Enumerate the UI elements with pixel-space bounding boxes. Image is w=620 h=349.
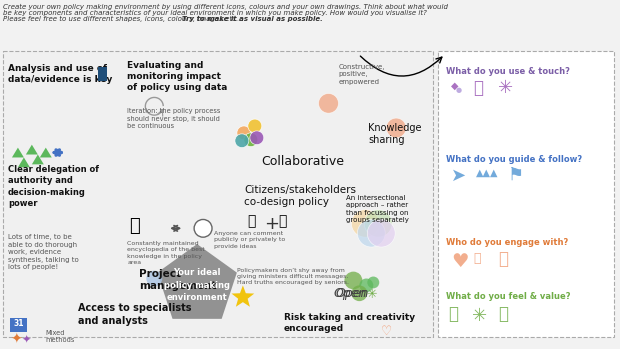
Circle shape — [244, 133, 258, 147]
Text: ✳: ✳ — [472, 307, 487, 325]
Text: Risk taking and creativity
encouraged: Risk taking and creativity encouraged — [284, 313, 415, 333]
Text: ✋: ✋ — [473, 79, 483, 97]
Text: ⚑: ⚑ — [508, 165, 524, 183]
Circle shape — [352, 285, 367, 301]
Text: Project
management: Project management — [140, 269, 217, 291]
Circle shape — [194, 220, 212, 237]
Text: What do you feel & value?: What do you feel & value? — [446, 292, 570, 301]
Text: Citizens/stakeholders
co-design policy: Citizens/stakeholders co-design policy — [244, 185, 356, 207]
Text: be key components and characteristics of your ideal environment in which you mak: be key components and characteristics of… — [3, 10, 427, 16]
Text: 👥: 👥 — [279, 215, 287, 229]
Text: 31: 31 — [13, 319, 24, 328]
Circle shape — [345, 272, 362, 289]
Text: Access to specialists
and analysts: Access to specialists and analysts — [78, 303, 191, 326]
Text: Please feel free to use different shapes, icons, colours, images etc…: Please feel free to use different shapes… — [3, 16, 247, 22]
Text: 👤: 👤 — [498, 250, 508, 268]
Text: ▲▲▲: ▲▲▲ — [476, 167, 498, 177]
Circle shape — [365, 210, 392, 237]
Text: Open: Open — [335, 287, 369, 300]
Text: Anyone can comment
publicly or privately to
provide ideas: Anyone can comment publicly or privately… — [214, 231, 285, 249]
Text: ✳: ✳ — [366, 288, 376, 301]
Bar — [97, 67, 107, 81]
Text: ✦: ✦ — [22, 335, 31, 344]
Polygon shape — [32, 155, 44, 164]
Circle shape — [357, 220, 385, 247]
Text: Policymakers don’t shy away from
giving ministers difficult messages.
Hard truth: Policymakers don’t shy away from giving … — [237, 268, 349, 285]
Text: Analysis and use of
data/evidence is key: Analysis and use of data/evidence is key — [8, 64, 112, 84]
Bar — [3, 51, 433, 336]
Bar — [10, 318, 27, 332]
Circle shape — [146, 270, 162, 287]
Polygon shape — [26, 145, 38, 155]
Text: Lots of time, to be
able to do thorough
work, evidence
synthesis, talking to
lot: Lots of time, to be able to do thorough … — [8, 234, 79, 270]
Text: Iteration: the policy process
should never stop, it should
be continuous: Iteration: the policy process should nev… — [128, 108, 221, 129]
Text: Evaluating and
monitoring impact
of policy using data: Evaluating and monitoring impact of poli… — [128, 61, 228, 92]
Text: ●: ● — [456, 87, 462, 92]
Text: Constantly maintained
encyclopedia of the best
knowledge in the policy
area: Constantly maintained encyclopedia of th… — [128, 241, 205, 265]
Text: Open: Open — [334, 287, 367, 300]
Text: An intersectional
approach – rather
than focussing on
groups separately: An intersectional approach – rather than… — [347, 195, 409, 223]
Text: +: + — [264, 215, 279, 232]
Text: Mixed
methods: Mixed methods — [46, 330, 75, 343]
Polygon shape — [12, 148, 24, 157]
Text: Collaborative: Collaborative — [261, 156, 344, 169]
Text: Your ideal
policy making
environment: Your ideal policy making environment — [164, 268, 230, 302]
Text: 📖: 📖 — [130, 216, 140, 235]
Circle shape — [352, 210, 379, 237]
Text: Knowledge
sharing: Knowledge sharing — [368, 123, 422, 146]
Circle shape — [367, 276, 379, 288]
Text: 🌿: 🌿 — [448, 305, 458, 323]
Circle shape — [235, 134, 249, 148]
Text: ♥: ♥ — [451, 252, 469, 271]
Text: What do you use & touch?: What do you use & touch? — [446, 67, 570, 76]
Text: ✦: ✦ — [10, 333, 22, 347]
Polygon shape — [18, 157, 30, 167]
Text: 🌲: 🌲 — [498, 305, 508, 323]
Text: 👥: 👥 — [247, 215, 255, 229]
Polygon shape — [157, 244, 237, 319]
Text: Try to make it as visual as possible.: Try to make it as visual as possible. — [182, 16, 323, 22]
Polygon shape — [231, 285, 254, 307]
Text: Create your own policy making environment by using different icons, colours and : Create your own policy making environmen… — [3, 4, 448, 10]
Text: Who do you engage with?: Who do you engage with? — [446, 238, 568, 247]
Circle shape — [248, 119, 262, 133]
Circle shape — [237, 126, 251, 140]
Circle shape — [319, 94, 339, 113]
Text: What do you guide & follow?: What do you guide & follow? — [446, 156, 582, 164]
Text: ♡: ♡ — [381, 325, 392, 338]
Text: ➤: ➤ — [451, 167, 466, 185]
Text: Constructive,
positive,
empowered: Constructive, positive, empowered — [339, 64, 385, 85]
Circle shape — [250, 131, 264, 145]
Polygon shape — [40, 148, 51, 157]
Text: ✳: ✳ — [498, 79, 513, 97]
Bar — [438, 51, 614, 336]
Circle shape — [386, 118, 406, 138]
Text: ⬛: ⬛ — [474, 252, 481, 265]
Text: ◆: ◆ — [451, 81, 458, 91]
Circle shape — [367, 220, 395, 247]
Text: Clear delegation of
authority and
decision-making
power: Clear delegation of authority and decisi… — [8, 165, 99, 208]
Circle shape — [360, 279, 373, 292]
